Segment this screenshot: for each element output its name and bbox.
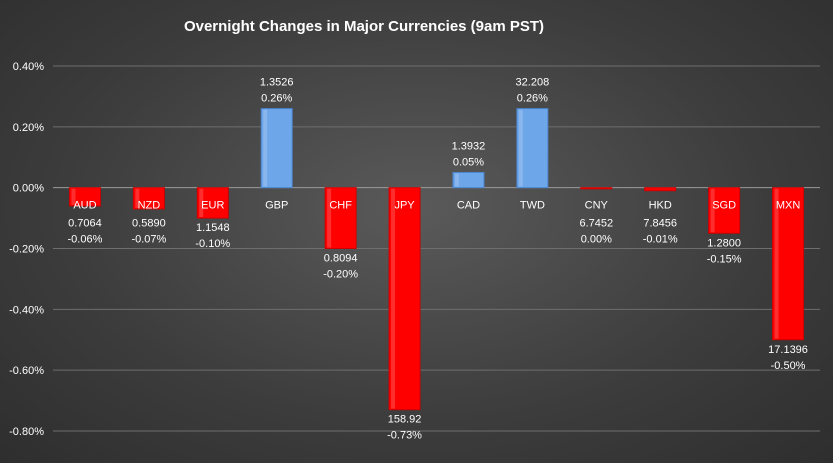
category-label: EUR bbox=[201, 200, 224, 212]
rate-label: 1.3526 bbox=[260, 77, 294, 89]
bar-mxn bbox=[772, 187, 805, 341]
category-label: HKD bbox=[649, 200, 672, 212]
rate-label: 158.92 bbox=[388, 414, 422, 426]
category-label: NZD bbox=[138, 200, 161, 212]
y-tick-label: 0.40% bbox=[13, 61, 44, 73]
category-label: TWD bbox=[520, 200, 545, 212]
bar-jpy bbox=[388, 187, 421, 411]
category-label: GBP bbox=[265, 200, 288, 212]
category-label: AUD bbox=[73, 200, 96, 212]
percent-change-label: -0.01% bbox=[643, 234, 678, 246]
bar-highlight bbox=[135, 188, 140, 208]
bar-highlight bbox=[71, 188, 76, 205]
percent-change-label: -0.73% bbox=[387, 430, 422, 442]
bar-chf bbox=[324, 187, 357, 250]
bars bbox=[68, 108, 805, 411]
y-tick-label: -0.40% bbox=[9, 304, 44, 316]
bar-gbp bbox=[260, 108, 293, 189]
bar-eur bbox=[196, 187, 229, 219]
category-label: CHF bbox=[329, 200, 352, 212]
bar-highlight bbox=[391, 188, 396, 409]
bar-cad bbox=[452, 171, 485, 189]
category-label: CNY bbox=[585, 200, 609, 212]
rate-label: 0.8094 bbox=[324, 253, 358, 265]
bar-highlight bbox=[518, 109, 523, 187]
percent-change-label: -0.20% bbox=[323, 269, 358, 281]
y-tick-label: -0.80% bbox=[9, 426, 44, 438]
percent-change-label: 0.26% bbox=[261, 93, 292, 105]
y-tick-label: 0.00% bbox=[13, 183, 44, 195]
y-tick-label: -0.20% bbox=[9, 244, 44, 256]
bar-hkd bbox=[644, 187, 677, 192]
bar-highlight bbox=[774, 188, 779, 339]
data-labels: AUD 0.7064 -0.06% NZD 0.5890 -0.07% EUR 1.1548 -… bbox=[68, 77, 808, 442]
bar-highlight bbox=[710, 188, 715, 233]
rate-label: 1.3932 bbox=[452, 140, 486, 152]
percent-change-label: 0.05% bbox=[453, 156, 484, 168]
percent-change-label: -0.50% bbox=[771, 360, 806, 372]
rate-label: 1.2800 bbox=[707, 237, 741, 249]
bar-highlight bbox=[199, 188, 204, 218]
bar-nzd bbox=[132, 187, 165, 210]
percent-change-label: -0.06% bbox=[68, 234, 103, 246]
percent-change-label: -0.07% bbox=[131, 234, 166, 246]
rate-label: 7.8456 bbox=[643, 218, 677, 230]
bar-highlight bbox=[327, 188, 332, 248]
rate-label: 1.1548 bbox=[196, 222, 230, 234]
bar-cny bbox=[580, 187, 613, 190]
percent-change-label: -0.10% bbox=[195, 238, 230, 250]
rate-label: 0.7064 bbox=[68, 218, 102, 230]
percent-change-label: -0.15% bbox=[707, 253, 742, 265]
y-axis-ticks: 0.40% 0.20% 0.00% -0.20% -0.40% -0.60% -0.80% bbox=[9, 61, 44, 438]
gridlines bbox=[53, 65, 820, 432]
rate-label: 17.1396 bbox=[768, 344, 808, 356]
y-tick-label: -0.60% bbox=[9, 365, 44, 377]
bar-highlight bbox=[454, 173, 459, 187]
bar-aud bbox=[68, 187, 101, 207]
rate-label: 6.7452 bbox=[579, 218, 613, 230]
bar-twd bbox=[516, 108, 549, 189]
bar-highlight bbox=[263, 109, 268, 187]
category-label: JPY bbox=[394, 200, 415, 212]
category-label: MXN bbox=[776, 200, 801, 212]
rate-label: 32.208 bbox=[516, 77, 550, 89]
bar-sgd bbox=[708, 187, 741, 234]
category-label: CAD bbox=[457, 200, 480, 212]
percent-change-label: 0.26% bbox=[517, 93, 548, 105]
category-label: SGD bbox=[712, 200, 736, 212]
rate-label: 0.5890 bbox=[132, 218, 166, 230]
chart-title: Overnight Changes in Major Currencies (9… bbox=[184, 18, 544, 35]
percent-change-label: 0.00% bbox=[581, 234, 612, 246]
y-tick-label: 0.20% bbox=[13, 122, 44, 134]
